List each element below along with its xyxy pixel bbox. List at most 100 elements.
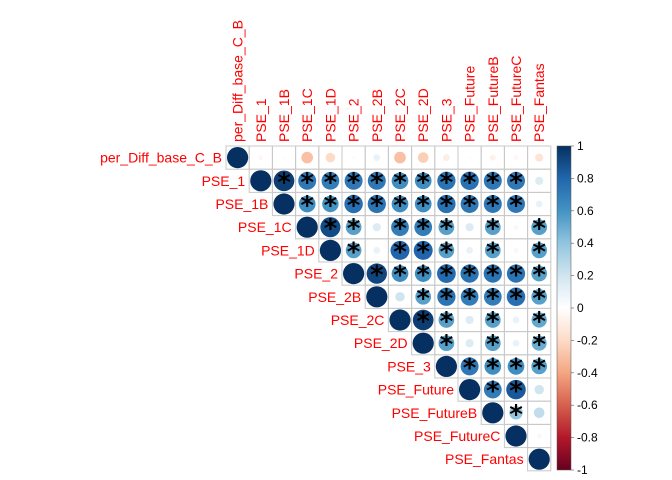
column-label: PSE_2B	[369, 89, 385, 142]
corr-circle-3-10	[465, 223, 474, 232]
corr-circle-0-3	[301, 151, 314, 164]
corr-circle-1-5	[344, 171, 363, 190]
corr-circle-11-13	[533, 407, 545, 419]
colorbar-tick-label: 0	[577, 301, 584, 315]
significance-star-6-9: *	[440, 284, 454, 314]
corr-circle-2-10	[460, 195, 479, 213]
significance-star-10-12: *	[509, 377, 523, 407]
corr-circle-5-9	[437, 264, 456, 283]
colorbar-tick-label: 1	[577, 139, 584, 153]
column-label: PSE_2D	[415, 88, 431, 142]
corr-circle-10-11	[483, 380, 502, 399]
significance-star-3-13: *	[532, 214, 546, 244]
row-label: PSE_Future	[378, 382, 454, 398]
row-label: PSE_2	[294, 266, 338, 282]
significance-star-3-4: *	[324, 214, 338, 244]
corr-circle-4-7	[390, 240, 410, 260]
corr-circle-4-13	[531, 242, 548, 259]
corr-circle-0-10	[468, 156, 472, 160]
significance-star-8-9: *	[440, 330, 454, 360]
corr-circle-3-4	[320, 217, 341, 238]
corr-circle-0-6	[373, 154, 381, 161]
correlation-grid	[225, 145, 552, 472]
corr-circle-1-8	[414, 172, 432, 190]
column-label: per_Diff_base_C_B	[230, 20, 246, 142]
corr-circle-3-9	[438, 219, 455, 236]
corr-circle-9-12	[507, 358, 525, 375]
corr-circle-2-2	[273, 193, 295, 215]
corr-circle-6-9	[437, 287, 456, 306]
corr-circle-4-9	[438, 242, 455, 259]
column-label: PSE_2	[346, 98, 362, 142]
significance-star-1-2: *	[277, 168, 291, 198]
corr-circle-12-12	[505, 425, 527, 447]
corr-circle-1-11	[483, 171, 502, 190]
significance-star-7-13: *	[532, 307, 546, 337]
significance-star-7-8: *	[416, 307, 430, 337]
corr-circle-7-12	[512, 316, 520, 324]
corr-circle-2-11	[483, 195, 502, 213]
corr-circle-5-13	[531, 265, 548, 282]
row-label: PSE_FutureB	[392, 405, 478, 421]
corr-circle-4-11	[484, 242, 501, 259]
corr-circle-7-11	[484, 312, 501, 328]
corr-circle-0-5	[351, 155, 356, 160]
column-label: PSE_Fantas	[531, 63, 547, 142]
corr-circle-6-11	[483, 287, 502, 306]
corr-circle-5-5	[343, 263, 365, 285]
corr-circle-2-5	[344, 194, 363, 214]
corr-circle-2-13	[535, 200, 543, 208]
significance-star-1-8: *	[416, 168, 430, 198]
corr-circle-6-6	[366, 286, 388, 308]
significance-star-9-11: *	[486, 353, 500, 383]
column-label: PSE_1C	[299, 88, 315, 142]
corr-circle-3-11	[484, 219, 501, 236]
corr-circle-5-12	[506, 264, 526, 283]
significance-star-5-10: *	[463, 261, 477, 291]
colorbar-gradient	[556, 145, 572, 471]
colorbar-tick-label: 0.6	[577, 204, 594, 218]
corr-circle-1-2	[273, 170, 295, 192]
row-label: PSE_1D	[261, 242, 315, 258]
corr-circle-1-1	[250, 170, 272, 192]
corr-circle-4-4	[319, 239, 341, 261]
significance-star-1-9: *	[440, 168, 454, 198]
significance-star-7-9: *	[440, 307, 454, 337]
corr-circle-1-6	[367, 171, 386, 190]
significance-star-4-7: *	[393, 237, 407, 267]
row-label: PSE_1B	[215, 196, 268, 212]
corr-circle-5-11	[483, 264, 502, 283]
corr-circle-9-11	[484, 358, 502, 375]
corr-circle-0-7	[394, 151, 406, 164]
corr-circle-10-13	[534, 384, 544, 395]
corr-circle-2-9	[437, 194, 456, 214]
significance-star-4-13: *	[532, 237, 546, 267]
corr-circle-1-12	[507, 171, 525, 190]
significance-star-2-5: *	[347, 191, 361, 221]
significance-star-3-11: *	[486, 214, 500, 244]
significance-star-4-8: *	[416, 237, 430, 267]
row-label: PSE_Fantas	[445, 451, 524, 467]
corr-circle-0-11	[489, 154, 496, 161]
corr-circle-4-5	[345, 242, 362, 259]
significance-star-5-6: *	[370, 261, 384, 291]
corr-circle-5-7	[391, 265, 409, 282]
corr-circle-10-12	[506, 379, 526, 400]
corr-circle-0-2	[282, 156, 286, 160]
significance-star-4-11: *	[486, 237, 500, 267]
significance-star-2-7: *	[393, 191, 407, 221]
corr-circle-8-9	[438, 335, 455, 352]
colorbar-tick-label: -0.6	[577, 398, 598, 412]
corr-circle-0-8	[417, 152, 429, 163]
row-label: PSE_1	[202, 173, 246, 189]
column-label: PSE_Future	[462, 66, 478, 142]
significance-star-2-4: *	[324, 191, 338, 221]
column-label: PSE_1D	[322, 88, 338, 142]
significance-star-2-11: *	[486, 191, 500, 221]
corr-circle-7-8	[412, 309, 434, 331]
column-label: PSE_FutureC	[508, 56, 524, 142]
corr-circle-7-7	[389, 309, 411, 331]
corr-circle-11-12	[509, 406, 523, 420]
corr-circle-4-12	[513, 248, 519, 253]
significance-star-4-9: *	[440, 237, 454, 267]
